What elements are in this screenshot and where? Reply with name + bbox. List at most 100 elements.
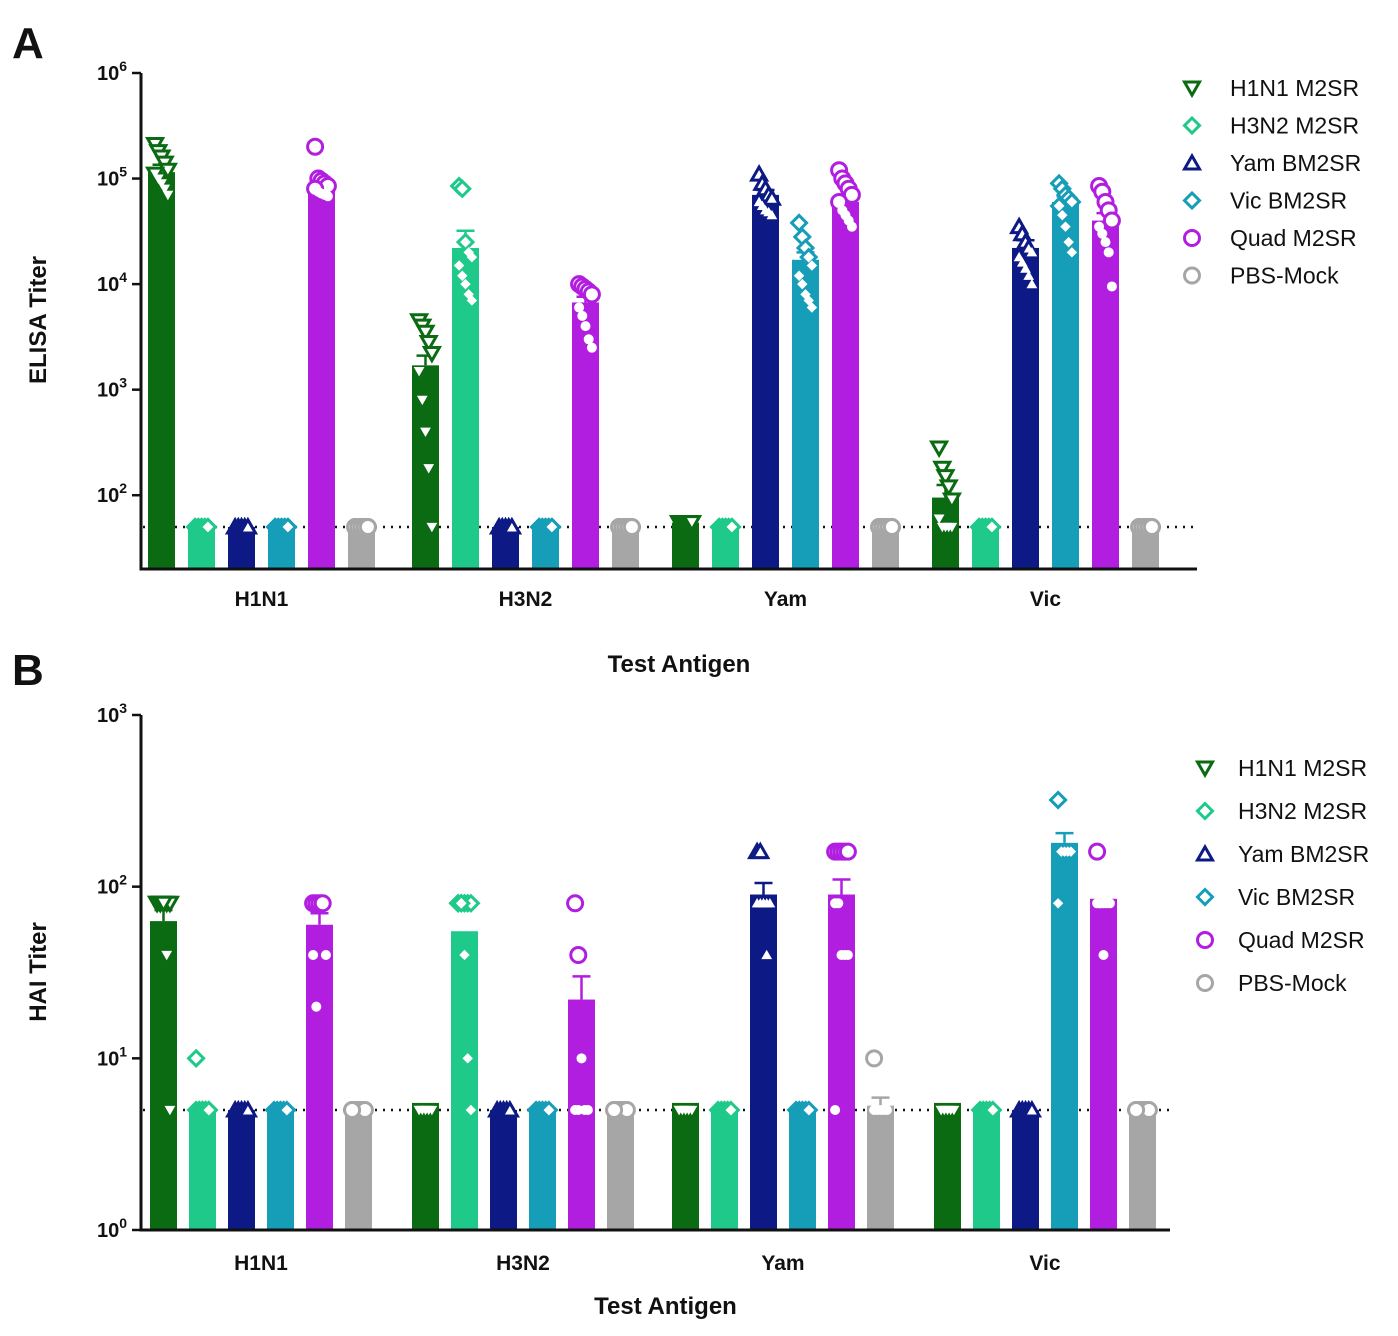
panel-a-data-point [416,395,428,406]
panel-b-data-point [838,842,857,861]
panel-b-category-label: H1N1 [234,1252,288,1275]
panel-b-data-point [164,1105,176,1116]
panel-b-category-label: H3N2 [496,1252,550,1275]
panel-b-data-point [721,1100,741,1120]
panel-b-data-point [605,1101,624,1120]
panel-a-data-point [580,321,591,332]
panel-a-data-point [420,427,431,437]
panel-a-data-point [306,137,325,156]
panel-a-data-point [766,209,778,220]
panel-a-bar [308,187,335,569]
panel-b-category-label: Vic [1029,1252,1060,1275]
panel-a-data-point [418,334,439,353]
panel-a-data-point [162,190,174,201]
panel-a-data-point [1100,237,1111,248]
panel-b-legend-item: Yam BM2SR [1194,841,1369,867]
panel-a-legend-item: Yam BM2SR [1181,150,1361,176]
panel-b-data-point [465,1104,477,1116]
panel-b-legend-marker [1195,801,1215,821]
panel-a-data-point [797,278,808,290]
panel-a-legend-label: Vic BM2SR [1230,188,1347,214]
panel-a-data-point [1060,221,1071,232]
panel-b-bar [1090,898,1117,1230]
panel-a-data-point [582,285,601,304]
panel-b-bar-group [186,1048,219,1230]
panel-b-legend-marker [1194,760,1216,779]
panel-a-data-point [421,346,442,364]
panel-a-bar-group [610,517,641,569]
panel-a-data-point [1023,270,1035,280]
panel-b-data-point [1104,898,1115,909]
panel-b-data-point [277,1100,297,1120]
panel-b-legend-item: Quad M2SR [1196,927,1365,953]
panel-b-bar [867,1105,894,1230]
panel-a-data-point [1013,251,1025,262]
panel-a-x-axis-title: Test Antigen [608,651,751,678]
panel-b-bar-group [448,893,481,1230]
panel-a-data-point [1102,211,1121,230]
panel-a-bar-group [1009,216,1039,570]
panel-b-legend-label: H1N1 M2SR [1238,755,1367,781]
panel-a-bar-group [929,440,962,569]
panel-a-bar-group [669,515,702,569]
panel-b-bar-group [1088,842,1117,1230]
panel-b-bar-group [264,1100,297,1230]
panel-a-category-label: Yam [764,588,807,611]
panel-a-data-point [460,278,471,290]
panel-b-data-point [869,1105,880,1116]
panel-b-data-point [1127,1101,1146,1120]
panel-b-data-point [426,1105,438,1116]
panel-b-bar-group [225,1099,258,1230]
panel-a-bar-group [346,517,377,569]
panel-b-bar-group [786,1100,819,1230]
panel-b-data-point [161,950,173,961]
panel-a-data-point [1020,263,1031,273]
panel-b-bar-group [487,1099,520,1230]
panel-a-bar-group [969,517,1002,569]
panel-b-data-point [462,1053,473,1064]
panel-b-data-point [1098,949,1109,960]
panel-a-data-point [156,179,167,189]
panel-b-legend-marker [1196,974,1214,992]
panel-a-data-point [466,295,478,306]
panel-a-data-point [466,251,478,263]
panel-b-bar [1129,1110,1156,1230]
panel-a-data-point [457,270,468,281]
panel-a-bar-group [145,137,178,570]
panel-a-data-point [789,213,809,233]
panel-b-data-point [833,898,844,909]
panel-b-bar [345,1110,372,1230]
panel-b-bar [189,1110,216,1230]
panel-b-bar [789,1110,816,1230]
panel-a-y-tick-label: 105 [97,164,127,191]
panel-b-legend-item: H3N2 M2SR [1195,798,1367,824]
panel-b-y-tick-label: 102 [97,872,127,899]
panel-b-data-point [413,1105,425,1116]
panel-a-legend-marker [1181,152,1203,171]
panel-b-data-point [153,895,174,914]
panel-b-data-point [576,1053,587,1064]
panel-a-y-tick-label: 106 [97,58,127,85]
panel-b-data-point [539,1100,559,1120]
panel-b-data-point [1088,842,1107,861]
panel-b-bar-group [526,1100,559,1230]
panel-a-bar-group [789,213,819,569]
panel-b-bar [607,1110,634,1230]
panel-a-data-point [941,492,962,511]
panel-a-bar-group [870,517,901,569]
panel-a-data-point [453,260,465,271]
panel-a-data-point [322,191,333,202]
panel-b-legend-item: H1N1 M2SR [1194,755,1367,781]
panel-b-data-point [199,1100,219,1120]
panel-a-data-point [806,260,818,271]
panel-a-bar [1092,220,1119,569]
panel-a-legend-label: Yam BM2SR [1230,150,1361,176]
panel-b-data-point [1065,846,1077,857]
panel-b-data-point [935,1105,947,1116]
panel-a-data-point [935,469,956,487]
panel-b-legend-item: Vic BM2SR [1195,884,1355,910]
panel-a-data-point [882,517,901,536]
panel-b-bar-group [605,1101,636,1230]
panel-b-legend-label: Vic BM2SR [1238,884,1355,910]
